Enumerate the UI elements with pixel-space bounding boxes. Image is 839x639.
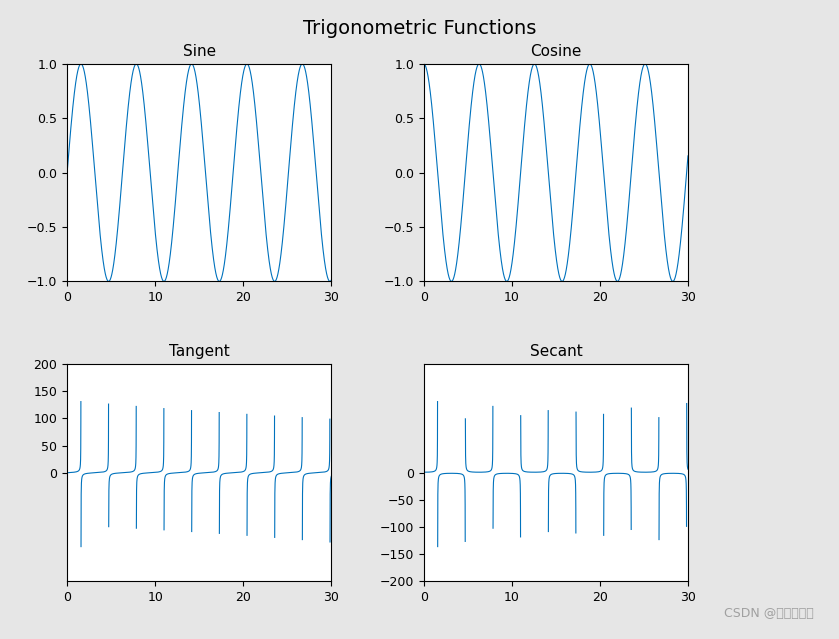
Title: Sine: Sine — [183, 43, 216, 59]
Text: Trigonometric Functions: Trigonometric Functions — [303, 19, 536, 38]
Title: Cosine: Cosine — [530, 43, 581, 59]
Title: Tangent: Tangent — [169, 344, 230, 358]
Text: CSDN @摸鱼小玩子: CSDN @摸鱼小玩子 — [724, 607, 814, 620]
Title: Secant: Secant — [529, 344, 582, 358]
